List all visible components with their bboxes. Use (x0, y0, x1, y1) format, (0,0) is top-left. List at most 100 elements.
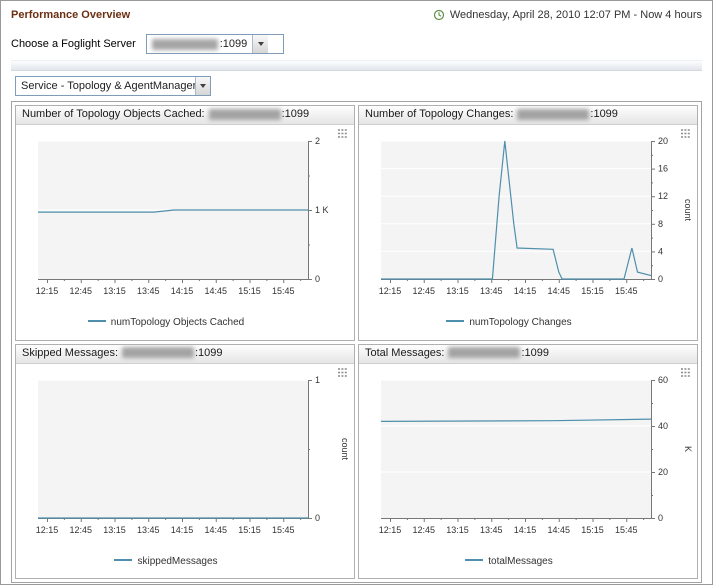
svg-text:12:15: 12:15 (36, 525, 59, 535)
line-chart-canvas[interactable]: 0 1 12:15 12:45 13:15 13:45 14:15 14:45 15:15 15:… (16, 370, 355, 554)
redacted-server-name (208, 108, 281, 120)
time-range-clock-icon (433, 9, 444, 21)
chart-options-icon[interactable] (680, 128, 692, 139)
svg-text:13:15: 13:15 (446, 286, 469, 296)
legend-line-swatch (465, 558, 484, 561)
chart-panel-skipped-messages: Skipped Messages: :1099 0 1 12:15 12:45 13:15… (15, 343, 355, 579)
legend-label: numTopology Changes (469, 317, 572, 328)
svg-text:40: 40 (658, 421, 668, 431)
svg-text:12:45: 12:45 (69, 286, 92, 296)
line-chart-canvas[interactable]: 0 4 8 12 16 20 12:15 12:45 13:15 13:45 14:15 14:45 1… (359, 131, 698, 315)
svg-text:2: 2 (315, 136, 320, 146)
svg-text:14:45: 14:45 (204, 525, 227, 535)
svg-text:15:45: 15:45 (615, 525, 638, 535)
line-chart-canvas[interactable]: 0 20 40 60 12:15 12:45 13:15 13:45 14:15 14:45 15:… (359, 370, 698, 554)
choose-server-label: Choose a Foglight Server (11, 38, 136, 50)
chart-panel-title: Skipped Messages: :1099 (16, 344, 354, 364)
dropdown-arrow-icon[interactable] (194, 77, 210, 95)
server-port-text: :1099 (195, 346, 223, 359)
svg-text:count: count (340, 437, 350, 460)
time-range-selector[interactable]: Wednesday, April 28, 2010 12:07 PM - Now… (433, 9, 702, 21)
legend-line-swatch (446, 320, 465, 323)
svg-text:0: 0 (315, 274, 320, 284)
chart-title-text: Number of Topology Objects Cached: (22, 108, 205, 120)
redacted-server-name (151, 38, 218, 50)
svg-text:15:15: 15:15 (581, 286, 604, 296)
svg-text:20: 20 (658, 467, 668, 477)
svg-text:13:45: 13:45 (137, 525, 160, 535)
svg-text:12:45: 12:45 (412, 525, 435, 535)
svg-text:14:15: 14:15 (171, 525, 194, 535)
legend-line-swatch (87, 320, 106, 323)
redacted-server-name (517, 108, 590, 120)
svg-text:0: 0 (315, 513, 320, 523)
redacted-server-name (122, 347, 194, 359)
server-port-text: :1099 (521, 346, 550, 359)
svg-text:13:45: 13:45 (480, 525, 503, 535)
svg-text:4: 4 (658, 246, 663, 256)
svg-text:14:15: 14:15 (514, 525, 537, 535)
line-chart-canvas[interactable]: 0 1 K 2 12:15 12:45 13:15 13:45 14:15 14:45 15:15… (16, 131, 355, 315)
svg-text:0: 0 (658, 513, 663, 523)
svg-text:14:15: 14:15 (514, 286, 537, 296)
server-port-text: :1099 (281, 108, 310, 120)
chart-legend: totalMessages (359, 556, 659, 567)
svg-text:12: 12 (658, 191, 668, 201)
chart-legend: skippedMessages (16, 556, 316, 567)
page-title: Performance Overview (11, 9, 131, 21)
chart-title-text: Skipped Messages: (22, 346, 118, 359)
redacted-server-name (448, 347, 521, 359)
svg-text:15:15: 15:15 (581, 525, 604, 535)
chart-options-icon[interactable] (337, 367, 349, 378)
charts-grid: Number of Topology Objects Cached::1099 … (11, 101, 702, 583)
svg-text:12:45: 12:45 (69, 525, 92, 535)
svg-text:15:45: 15:45 (272, 286, 295, 296)
dropdown-arrow-icon[interactable] (252, 35, 269, 53)
server-select-dropdown[interactable]: :1099 (145, 34, 284, 54)
chart-panel-title: Number of Topology Changes::1099 (359, 106, 697, 125)
chart-panel-topology-objects-cached: Number of Topology Objects Cached::1099 … (15, 105, 355, 341)
svg-text:14:45: 14:45 (547, 525, 570, 535)
svg-text:14:45: 14:45 (204, 286, 227, 296)
svg-text:1 K: 1 K (315, 205, 329, 215)
svg-text:12:15: 12:15 (379, 286, 402, 296)
svg-text:count: count (683, 199, 693, 222)
legend-line-swatch (114, 558, 133, 561)
chart-legend: numTopology Changes (359, 317, 659, 328)
svg-text:12:15: 12:15 (36, 286, 59, 296)
svg-text:14:15: 14:15 (171, 286, 194, 296)
svg-text:K: K (683, 445, 693, 451)
svg-text:15:45: 15:45 (615, 286, 638, 296)
service-select-dropdown[interactable]: Service - Topology & AgentManager (15, 76, 211, 96)
chart-panel-title: Total Messages: :1099 (359, 344, 697, 364)
chart-panel-topology-changes: Number of Topology Changes::1099 0 4 8 12 16… (358, 105, 698, 341)
time-range-text: Wednesday, April 28, 2010 12:07 PM - Now… (449, 9, 702, 21)
svg-text:15:15: 15:15 (238, 525, 261, 535)
chart-legend: numTopology Objects Cached (16, 317, 316, 328)
legend-label: totalMessages (488, 555, 553, 567)
svg-text:13:45: 13:45 (137, 286, 160, 296)
svg-text:0: 0 (658, 274, 663, 284)
section-divider-strip (11, 60, 702, 71)
svg-text:13:45: 13:45 (480, 286, 503, 296)
svg-text:13:15: 13:15 (103, 525, 126, 535)
server-port-text: :1099 (590, 108, 618, 120)
chart-panel-title: Number of Topology Objects Cached: :1099 (16, 106, 354, 125)
svg-text:12:45: 12:45 (412, 286, 435, 296)
svg-text:15:45: 15:45 (272, 525, 295, 535)
svg-text:15:15: 15:15 (238, 286, 261, 296)
chart-panel-total-messages: Total Messages::1099 0 20 40 60 12:15 12:45 13… (358, 343, 698, 579)
svg-text:8: 8 (658, 219, 663, 229)
legend-label: skippedMessages (137, 555, 218, 567)
service-select-value: Service - Topology & AgentManager (21, 80, 195, 92)
svg-text:13:15: 13:15 (446, 525, 469, 535)
server-port-text: :1099 (219, 38, 248, 50)
svg-text:13:15: 13:15 (103, 286, 126, 296)
chart-title-text: Total Messages: (365, 346, 445, 359)
legend-label: numTopology Objects Cached (110, 317, 245, 328)
chart-options-icon[interactable] (337, 128, 349, 139)
chart-options-icon[interactable] (680, 367, 692, 378)
svg-text:14:45: 14:45 (547, 286, 570, 296)
svg-text:1: 1 (315, 375, 320, 385)
